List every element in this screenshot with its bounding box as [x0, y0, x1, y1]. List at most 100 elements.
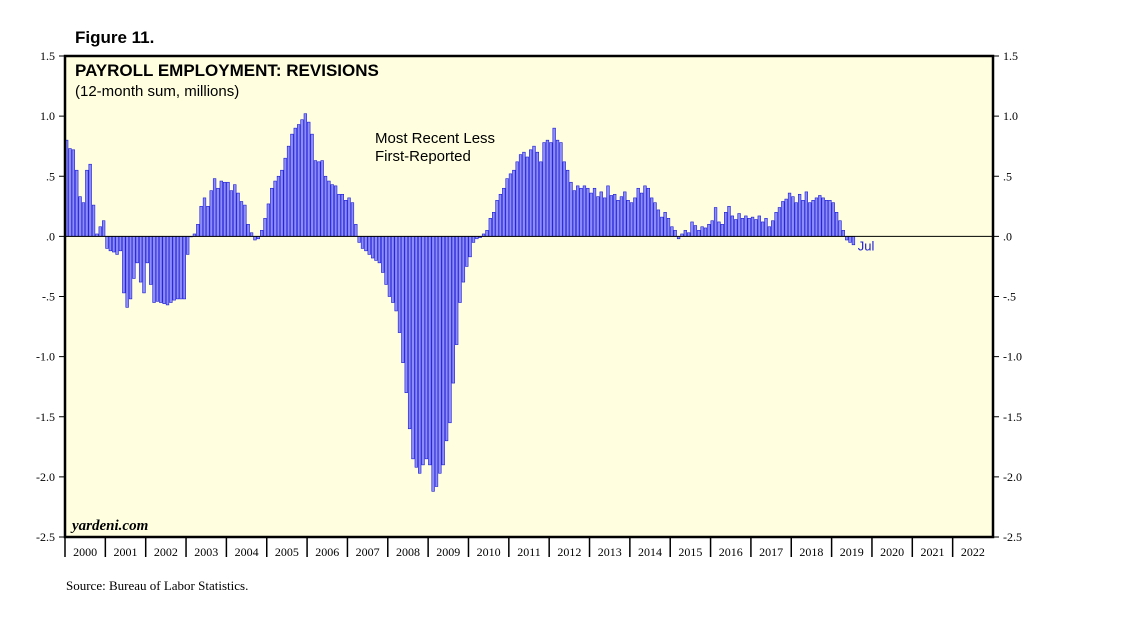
bar	[693, 225, 698, 237]
bar	[824, 200, 829, 237]
bar	[720, 224, 724, 237]
bar	[818, 195, 822, 237]
bar	[431, 236, 435, 492]
bar	[834, 212, 839, 237]
bar	[838, 220, 842, 237]
bar	[236, 192, 240, 237]
bar	[754, 219, 758, 237]
bar	[138, 236, 143, 283]
bar	[226, 181, 230, 237]
last-point-label: Jul	[858, 238, 875, 253]
bar	[364, 236, 368, 252]
bar	[199, 206, 203, 237]
y-tick-label: -2.5	[36, 530, 55, 544]
bar	[320, 160, 324, 237]
bar	[532, 145, 536, 237]
bar	[767, 226, 772, 237]
bar	[112, 236, 116, 253]
bar	[397, 236, 402, 333]
bar	[576, 185, 580, 237]
bar	[75, 169, 79, 237]
bar	[465, 236, 469, 267]
bar	[774, 212, 778, 237]
bar	[539, 161, 543, 237]
bar	[142, 236, 146, 294]
bar	[428, 236, 432, 466]
bar	[115, 236, 119, 255]
x-tick-label: 2003	[194, 545, 218, 559]
bar	[552, 127, 556, 237]
bar	[831, 202, 835, 237]
bar	[508, 173, 513, 237]
bar	[125, 236, 129, 308]
figure-label: Figure 11.	[75, 28, 154, 47]
y-tick-label: 1.0	[40, 109, 55, 123]
bar	[582, 185, 587, 237]
bar	[613, 193, 617, 237]
bar	[438, 236, 442, 474]
bar	[159, 236, 163, 303]
bar	[81, 202, 86, 237]
x-tick-label: 2012	[557, 545, 581, 559]
bar	[468, 236, 472, 258]
bar	[535, 151, 540, 237]
bar	[418, 236, 422, 474]
y-tick-label: -.5	[42, 290, 55, 304]
x-tick-label: 2016	[719, 545, 743, 559]
bar	[290, 133, 294, 237]
y2-tick-label: 1.5	[1003, 49, 1018, 63]
bar	[750, 216, 755, 237]
bar	[525, 156, 529, 237]
watermark: yardeni.com	[70, 518, 148, 534]
bar	[78, 196, 82, 237]
bar	[333, 185, 338, 237]
bar	[602, 197, 607, 237]
bar	[340, 193, 344, 237]
bar	[172, 236, 176, 301]
y-tick-label: 1.5	[40, 49, 55, 63]
bar	[169, 236, 173, 303]
bar	[263, 218, 267, 237]
bar	[354, 224, 358, 237]
bar	[404, 236, 408, 393]
y2-tick-label: 1.0	[1003, 109, 1018, 123]
bar	[196, 224, 200, 237]
bar	[223, 181, 227, 237]
x-tick-label: 2006	[315, 545, 339, 559]
x-tick-label: 2014	[638, 545, 662, 559]
x-tick-label: 2013	[598, 545, 622, 559]
bar	[209, 190, 213, 237]
bar	[713, 207, 718, 237]
bar	[643, 185, 647, 237]
bar	[401, 236, 405, 363]
bar	[296, 124, 301, 237]
bar	[804, 191, 808, 237]
bar	[579, 187, 583, 237]
bar	[206, 206, 210, 237]
bar	[270, 187, 274, 237]
bar	[307, 121, 311, 237]
chart-title: PAYROLL EMPLOYMENT: REVISIONS	[75, 61, 379, 80]
x-tick-label: 2011	[517, 545, 541, 559]
bar	[636, 187, 640, 237]
bar	[498, 193, 503, 237]
bar	[280, 169, 284, 237]
bar	[162, 236, 166, 305]
annotation: Most Recent Less	[375, 130, 495, 147]
bar	[135, 236, 139, 264]
bar	[381, 236, 385, 273]
bar	[848, 236, 852, 243]
chart-subtitle: (12-month sum, millions)	[75, 83, 239, 100]
bar	[707, 224, 711, 237]
y2-tick-label: -1.5	[1003, 410, 1022, 424]
bar	[791, 196, 795, 237]
bar	[105, 236, 109, 249]
bar	[88, 163, 92, 237]
bar	[327, 180, 331, 237]
bar	[515, 161, 519, 237]
bar	[202, 197, 207, 237]
bar	[367, 236, 371, 255]
y-tick-label: .0	[46, 229, 55, 243]
bar	[683, 230, 687, 237]
bar	[391, 236, 395, 303]
